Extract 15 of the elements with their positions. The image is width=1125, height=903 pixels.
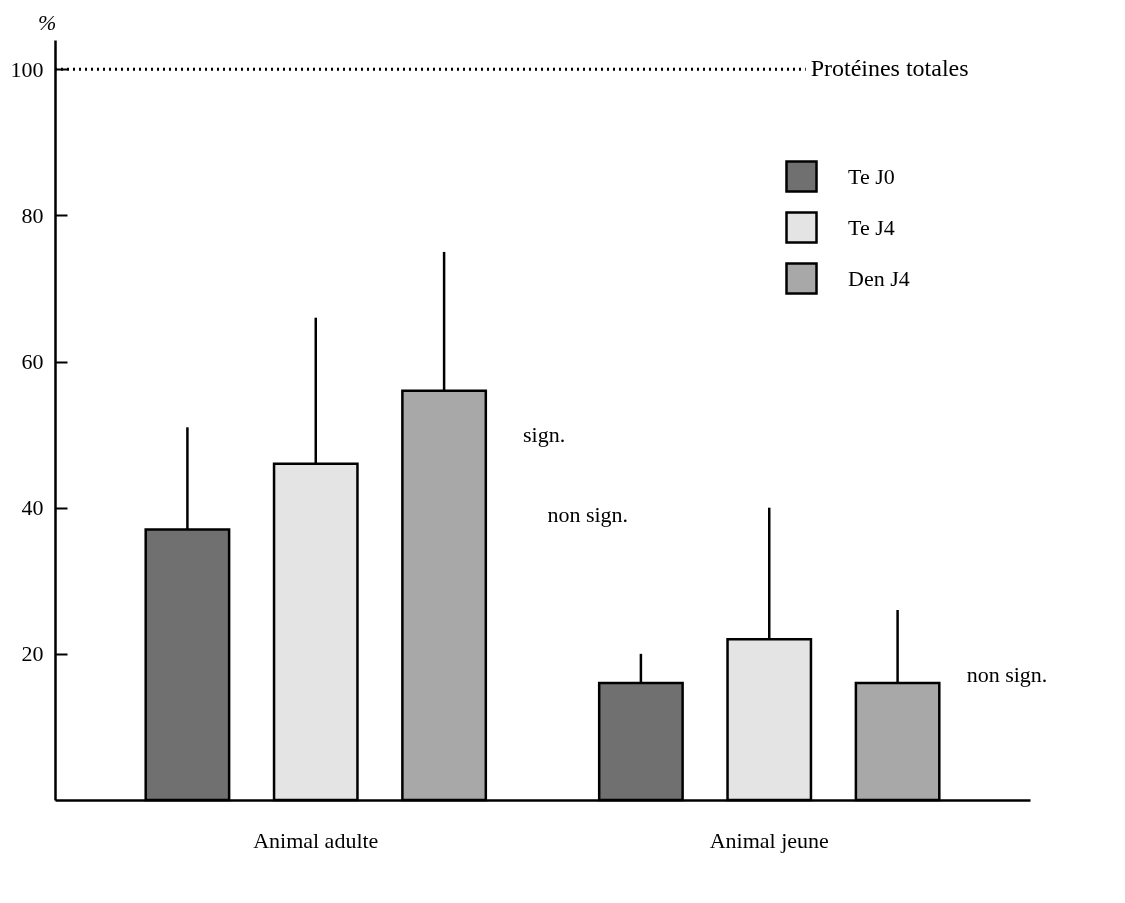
ref-line-label: Protéines totales bbox=[810, 55, 969, 82]
legend-label: Den J4 bbox=[848, 265, 910, 291]
legend-label: Te J0 bbox=[848, 163, 895, 189]
annotation: non sign. bbox=[547, 502, 629, 527]
y-tick-label: 20 bbox=[21, 641, 44, 667]
x-tick-label: Animal adulte bbox=[253, 827, 379, 853]
y-tick-label: 60 bbox=[21, 349, 44, 375]
y-tick-label: 80 bbox=[21, 202, 44, 228]
y-tick-label: 40 bbox=[21, 495, 44, 521]
x-tick-label: Animal jeune bbox=[709, 827, 829, 853]
annotation: sign. bbox=[523, 422, 566, 448]
y-axis-title: % bbox=[38, 10, 57, 35]
text: non sign. bbox=[966, 661, 1048, 687]
y-tick-label: 100 bbox=[10, 56, 44, 82]
legend-label: Te J4 bbox=[848, 214, 895, 240]
